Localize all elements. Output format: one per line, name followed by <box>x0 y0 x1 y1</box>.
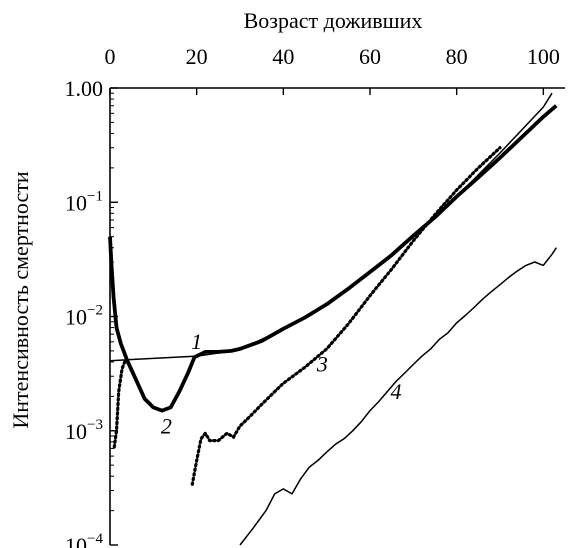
series-label-2: 2 <box>161 413 172 438</box>
series-4-line <box>239 247 557 546</box>
x-tick-label: 0 <box>105 44 116 69</box>
x-tick-label: 80 <box>446 44 468 69</box>
x-tick-label: 100 <box>527 44 560 69</box>
series-label-4: 4 <box>391 379 402 404</box>
y-tick-exponent: −3 <box>87 417 103 433</box>
series-label-3: 3 <box>316 352 328 377</box>
series-2-line <box>108 104 558 413</box>
y-axis-title: Интенсивность смертности <box>8 171 33 428</box>
y-ticks <box>110 87 118 546</box>
y-tick-exponent: −4 <box>87 531 103 547</box>
series-labels: 1 2 3 4 <box>161 329 402 438</box>
y-tick-base: 10 <box>65 533 87 548</box>
series-label-1: 1 <box>191 329 202 354</box>
x-ticks <box>109 88 545 95</box>
x-tick-label: 20 <box>186 44 208 69</box>
y-tick-base: 10 <box>65 419 87 444</box>
y-tick-base: 10 <box>65 190 87 215</box>
series-3-line <box>190 146 502 486</box>
y-tick-exponent: −1 <box>87 188 103 204</box>
series-group <box>108 92 558 546</box>
y-tick-label: 10−4 <box>65 531 103 548</box>
x-axis-title: Возраст доживших <box>244 8 423 33</box>
x-tick-label: 60 <box>359 44 381 69</box>
x-tick-labels: 0 20 40 60 80 100 <box>105 44 560 69</box>
series-1-line <box>109 92 553 362</box>
y-tick-label: 1.00 <box>65 76 104 101</box>
series-3-line <box>112 359 127 449</box>
y-tick-exponent: −2 <box>87 303 103 319</box>
y-tick-base: 10 <box>65 305 87 330</box>
y-tick-label: 10−3 <box>65 417 103 444</box>
x-tick-label: 40 <box>272 44 294 69</box>
y-tick-label: 10−2 <box>65 303 103 330</box>
y-tick-label: 10−1 <box>65 188 103 215</box>
